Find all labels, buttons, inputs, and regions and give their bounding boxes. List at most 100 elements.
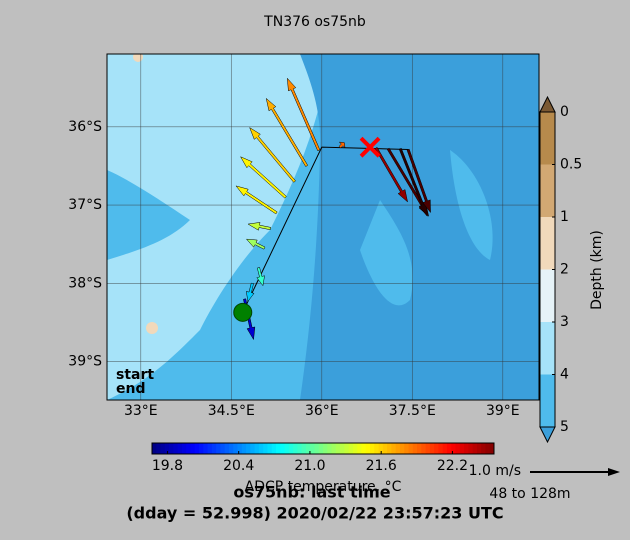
x-tick-label: 33°E	[124, 403, 158, 419]
velocity-arrow	[374, 146, 408, 203]
colorbar-slice	[451, 443, 457, 454]
velocity-arrow	[245, 282, 255, 302]
depth-band	[540, 217, 555, 270]
colorbar-slice	[421, 443, 427, 454]
velocity-arrow	[265, 97, 309, 167]
start-label: start	[116, 367, 154, 383]
colorbar-slice	[464, 443, 469, 454]
colorbar-slice	[216, 443, 221, 454]
colorbar-slice	[468, 443, 474, 454]
colorbar-slice	[263, 443, 268, 454]
depth-band	[540, 269, 555, 322]
x-tick-label: 39°E	[486, 403, 520, 419]
velocity-arrow	[240, 156, 287, 199]
start-marker	[233, 302, 253, 322]
colorbar-slice	[228, 443, 234, 454]
depth-extend-bottom	[539, 426, 556, 444]
colorbar-tick-label: 21.0	[294, 458, 325, 474]
colorbar-slice	[258, 443, 264, 454]
velocity-arrow	[286, 77, 321, 152]
colorbar-slice	[348, 443, 354, 454]
depth-tick-label: 4	[560, 367, 569, 383]
colorbar-slice	[455, 443, 461, 454]
colorbar-slice	[246, 443, 251, 454]
colorbar-slice	[365, 443, 371, 454]
colorbar-slice	[310, 443, 315, 454]
colorbar-slice	[314, 443, 320, 454]
colorbar-slice	[293, 443, 298, 454]
footer-line: (dday = 52.998) 2020/02/22 23:57:23 UTC	[126, 504, 503, 523]
reference-label: 1.0 m/s	[469, 463, 521, 479]
colorbar-slice	[224, 443, 230, 454]
colorbar-slice	[374, 443, 380, 454]
depth-band	[540, 322, 555, 375]
footer-line: os75nb: last time	[233, 483, 390, 502]
colorbar-slice	[370, 443, 375, 454]
colorbar-slice	[446, 443, 452, 454]
colorbar-slice	[186, 443, 191, 454]
colorbar-tick-label: 19.8	[152, 458, 183, 474]
colorbar-slice	[382, 443, 388, 454]
y-tick-label: 37°S	[68, 197, 102, 213]
x-tick-label: 34.5°E	[208, 403, 255, 419]
velocity-arrow	[398, 147, 428, 217]
colorbar-slice	[399, 443, 405, 454]
colorbar-slice	[438, 443, 444, 454]
colorbar-slice	[267, 443, 273, 454]
colorbar-slice	[481, 443, 486, 454]
colorbar-slice	[160, 443, 166, 454]
colorbar-slice	[181, 443, 187, 454]
velocity-arrow	[235, 185, 278, 215]
colorbar-slice	[177, 443, 183, 454]
colorbar-slice	[425, 443, 431, 454]
colorbar-slice	[378, 443, 384, 454]
depth-tick-label: 2	[560, 262, 569, 278]
chart-title: TN376 os75nb	[263, 14, 366, 30]
colorbar-slice	[412, 443, 418, 454]
colorbar-slice	[323, 443, 328, 454]
colorbar-slice	[152, 443, 157, 454]
colorbar-slice	[190, 443, 196, 454]
colorbar-slice	[156, 443, 162, 454]
colorbar-slice	[233, 443, 238, 454]
colorbar-slice	[280, 443, 286, 454]
colorbar-slice	[404, 443, 409, 454]
end-marker	[359, 136, 381, 158]
colorbar-tick-label: 22.2	[437, 458, 468, 474]
colorbar-slice	[387, 443, 392, 454]
colorbar-slice	[489, 443, 495, 454]
velocity-arrow	[245, 238, 266, 250]
colorbar-slice	[220, 443, 226, 454]
colorbar-tick-label: 20.4	[223, 458, 254, 474]
y-tick-label: 39°S	[68, 354, 102, 370]
colorbar-slice	[472, 443, 478, 454]
colorbar-slice	[408, 443, 414, 454]
colorbar-slice	[288, 443, 294, 454]
y-tick-label: 36°S	[68, 119, 102, 135]
colorbar-slice	[485, 443, 491, 454]
x-tick-label: 37.5°E	[389, 403, 436, 419]
colorbar-slice	[275, 443, 281, 454]
depth-tick-label: 0.5	[560, 157, 582, 173]
depth-tick-label: 3	[560, 314, 569, 330]
colorbar-slice	[241, 443, 247, 454]
colorbar-slice	[237, 443, 243, 454]
depth-band	[540, 374, 555, 427]
depth-tick-label: 5	[560, 419, 569, 435]
colorbar-slice	[207, 443, 213, 454]
colorbar-slice	[434, 443, 439, 454]
colorbar-slice	[417, 443, 422, 454]
colorbar-slice	[254, 443, 260, 454]
colorbar-frame	[151, 442, 495, 455]
colorbar-slice	[340, 443, 345, 454]
colorbar-slice	[344, 443, 350, 454]
colorbar-slice	[352, 443, 358, 454]
map-frame	[106, 53, 540, 401]
velocity-arrow	[406, 148, 431, 214]
colorbar-slice	[459, 443, 465, 454]
colorbar-slice	[305, 443, 311, 454]
ship-track	[242, 146, 409, 313]
colorbar-slice	[203, 443, 209, 454]
depth-band	[540, 112, 555, 165]
colorbar-tick-label: 21.6	[366, 458, 397, 474]
